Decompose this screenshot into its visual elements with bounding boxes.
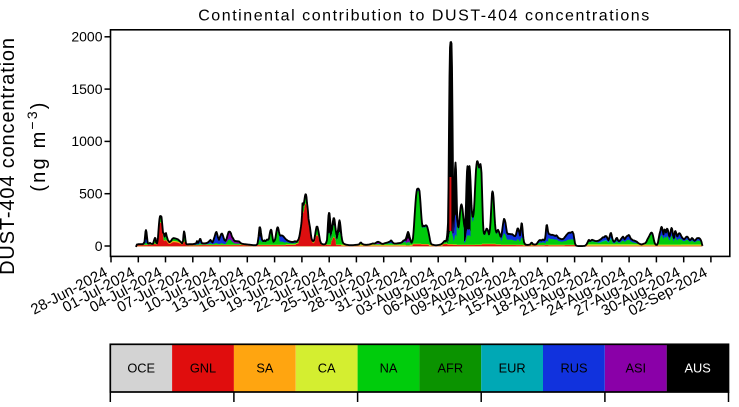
svg-text:1000: 1000 (71, 133, 102, 149)
svg-text:SA: SA (256, 361, 274, 376)
svg-text:AFR: AFR (437, 361, 463, 376)
svg-text:2000: 2000 (71, 29, 102, 45)
svg-text:EUR: EUR (499, 361, 526, 376)
svg-text:NA: NA (380, 361, 398, 376)
svg-text:1500: 1500 (71, 81, 102, 97)
svg-text:OCE: OCE (127, 361, 155, 376)
svg-text:ASI: ASI (625, 361, 646, 376)
svg-text:CA: CA (318, 361, 336, 376)
svg-text:RUS: RUS (560, 361, 587, 376)
svg-text:AUS: AUS (684, 361, 710, 376)
svg-text:Continental contribution to DU: Continental contribution to DUST-404 con… (198, 7, 651, 24)
svg-text:0: 0 (95, 238, 103, 254)
svg-text:(ng m−3): (ng m−3) (24, 100, 50, 191)
svg-text:500: 500 (79, 186, 103, 202)
svg-text:GNL: GNL (190, 361, 216, 376)
svg-text:DUST-404 concentration: DUST-404 concentration (0, 37, 19, 275)
